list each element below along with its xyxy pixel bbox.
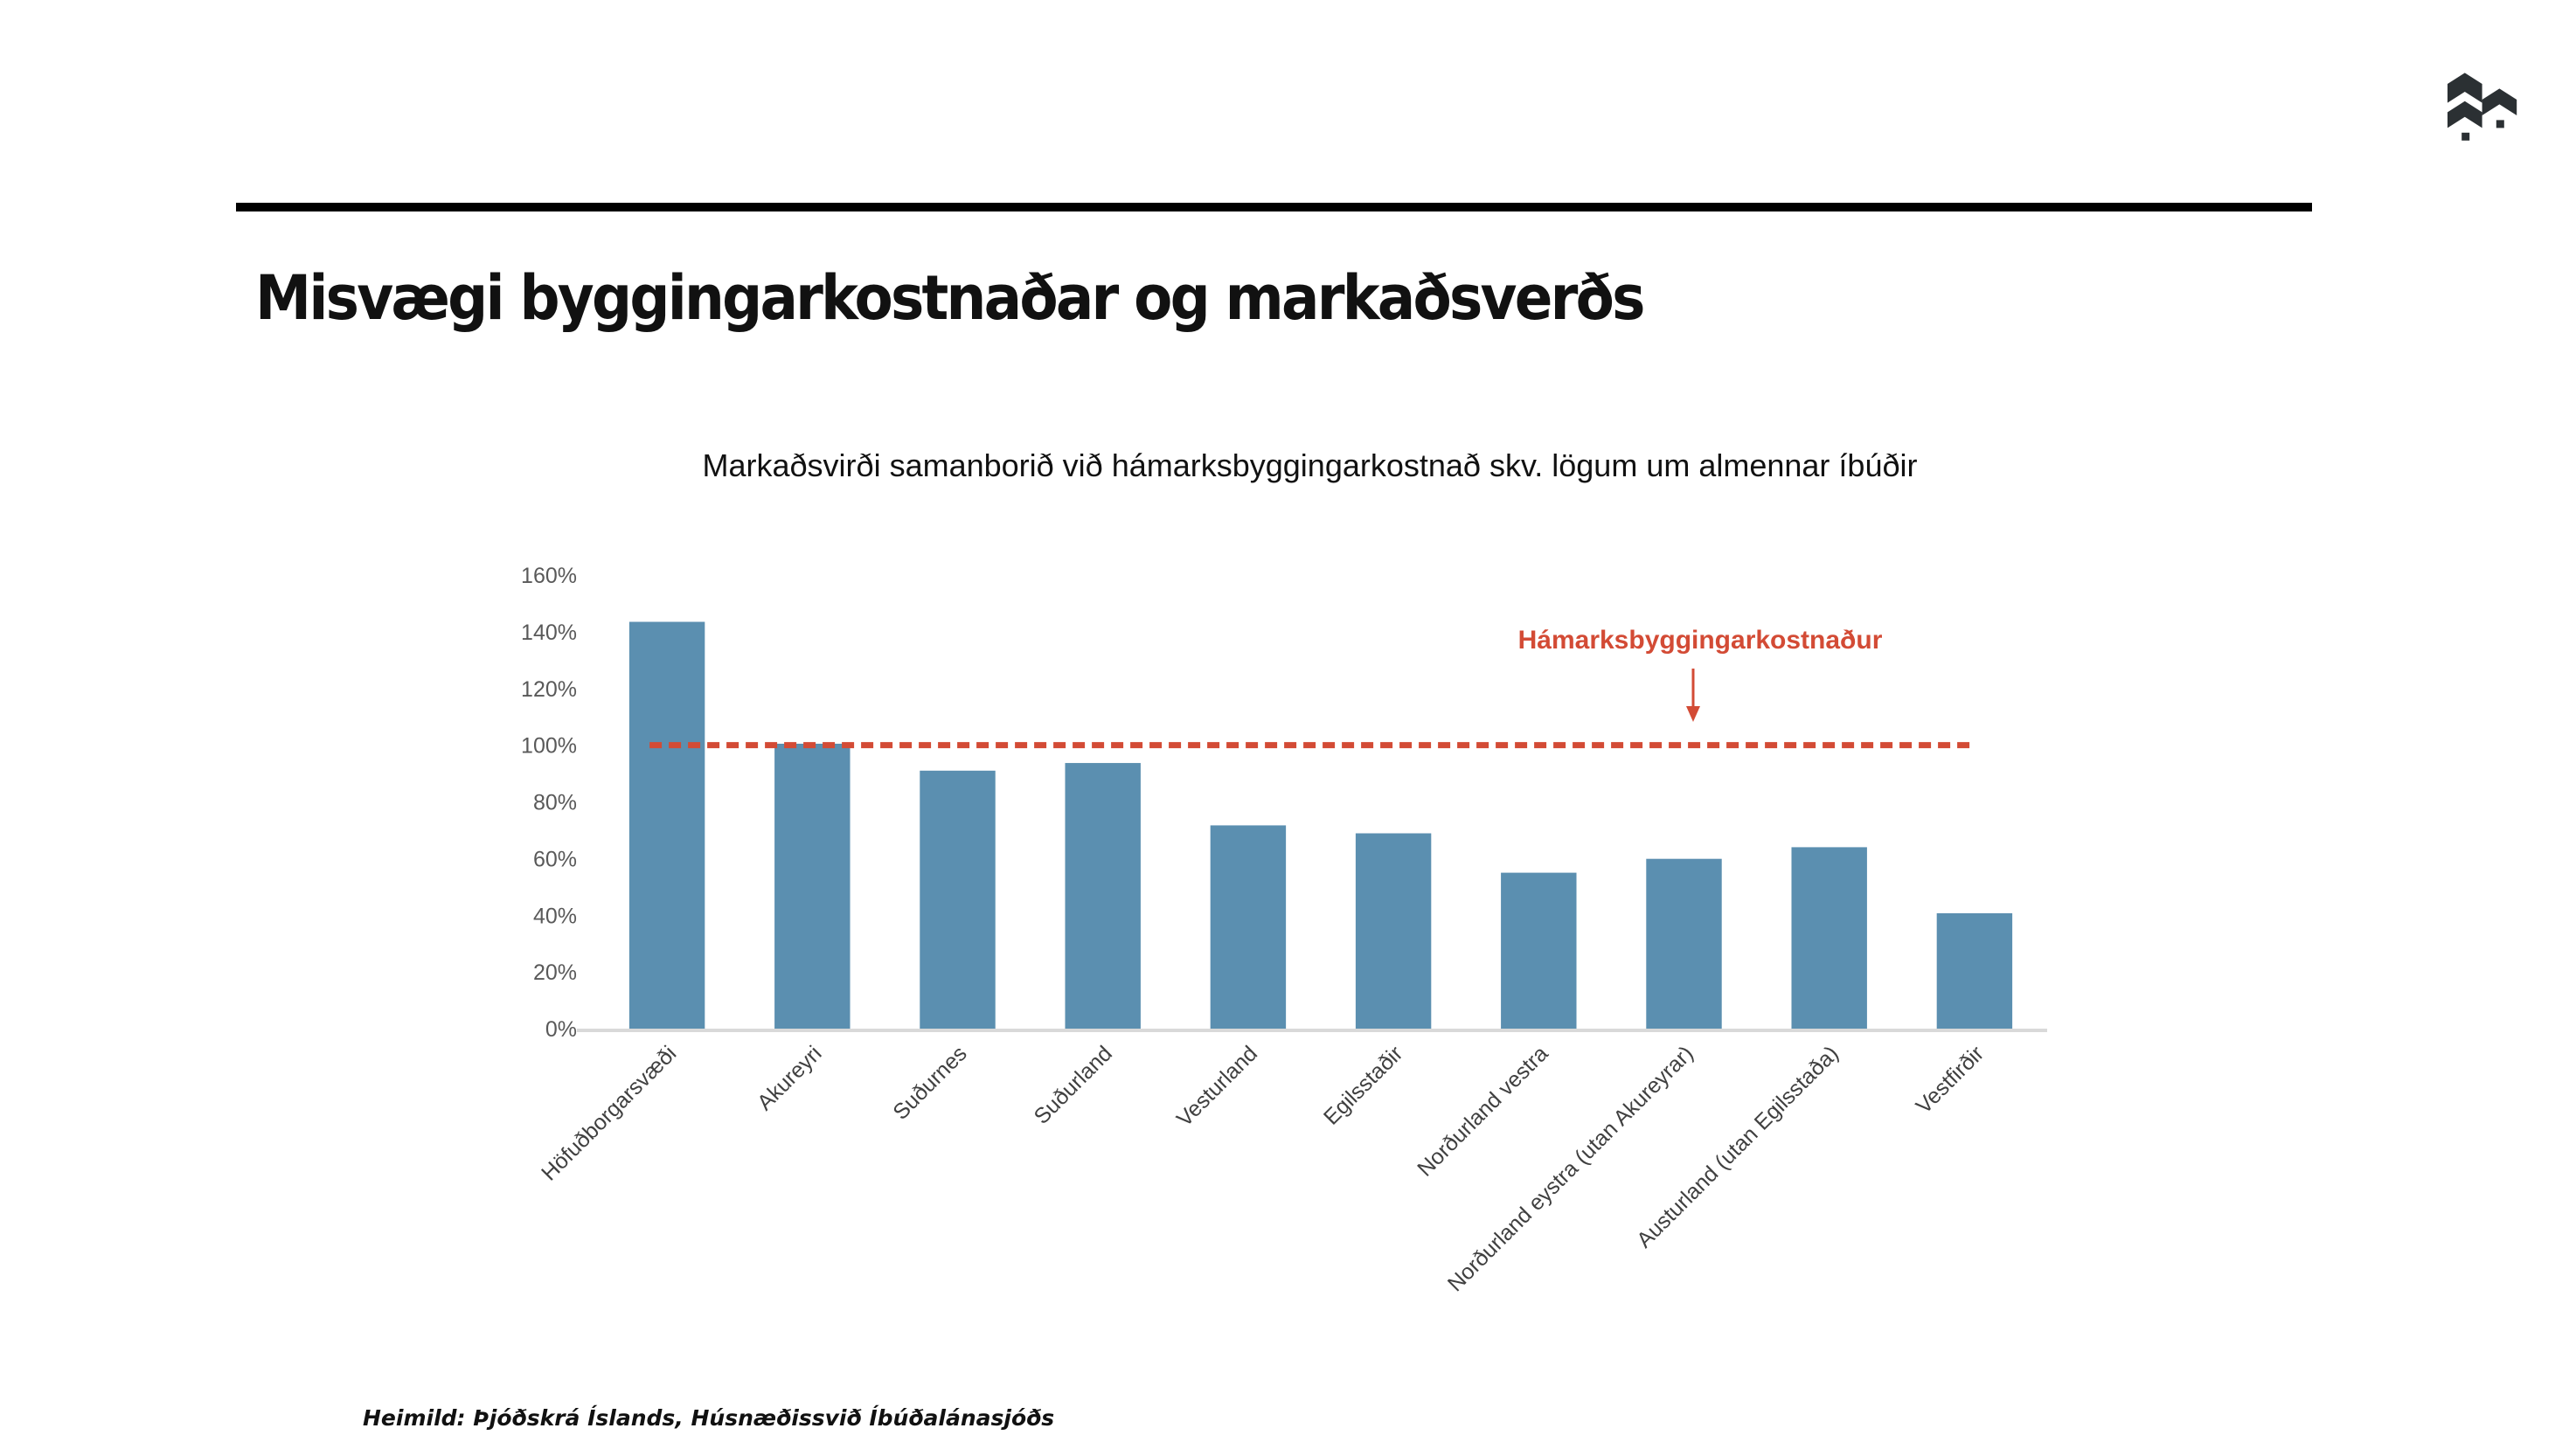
source-note: Heimild: Þjóðskrá Íslands, Húsnæðissvið … <box>363 1405 1055 1431</box>
bar <box>1646 858 1722 1029</box>
bar <box>774 744 851 1029</box>
bar <box>1501 872 1577 1029</box>
bar <box>1936 912 2013 1029</box>
y-tick-label: 140% <box>521 621 577 645</box>
reference-label: Hámarksbyggingarkostnaður <box>1518 626 1883 655</box>
x-tick-label: Suðurland <box>1030 1041 1117 1128</box>
header-rule <box>236 203 2312 211</box>
x-tick-label: Egilsstaðir <box>1319 1041 1407 1129</box>
chart-title: Markaðsvirði samanborið við hámarksbyggi… <box>702 447 1918 483</box>
bar <box>1210 825 1287 1029</box>
bar <box>1355 833 1432 1029</box>
x-tick-label: Norðurland eystra (utan Akureyrar) <box>1443 1041 1698 1296</box>
y-tick-label: 160% <box>521 564 577 588</box>
x-tick-label: Höfuðborgarsvæði <box>537 1041 681 1185</box>
x-tick-label: Vestfirðir <box>1912 1041 1989 1119</box>
y-tick-label: 0% <box>545 1017 577 1042</box>
bar <box>1065 763 1141 1029</box>
y-tick-label: 100% <box>521 734 577 759</box>
x-tick-label: Suðurnes <box>888 1041 971 1124</box>
y-tick-label: 40% <box>533 904 577 928</box>
y-tick-label: 80% <box>533 791 577 815</box>
bar <box>628 621 705 1029</box>
x-tick-label: Vesturland <box>1172 1041 1262 1131</box>
logo-houses-icon <box>2448 73 2517 141</box>
y-tick-label: 20% <box>533 960 577 985</box>
bar <box>1791 847 1867 1029</box>
x-tick-label: Norðurland vestra <box>1413 1041 1552 1181</box>
arrow-head <box>1686 706 1700 722</box>
bar <box>920 770 996 1029</box>
y-tick-label: 60% <box>533 847 577 871</box>
y-tick-label: 120% <box>521 677 577 702</box>
page-title: Misvægi byggingarkostnaðar og markaðsver… <box>255 262 1645 334</box>
x-tick-label: Akureyri <box>753 1041 827 1115</box>
